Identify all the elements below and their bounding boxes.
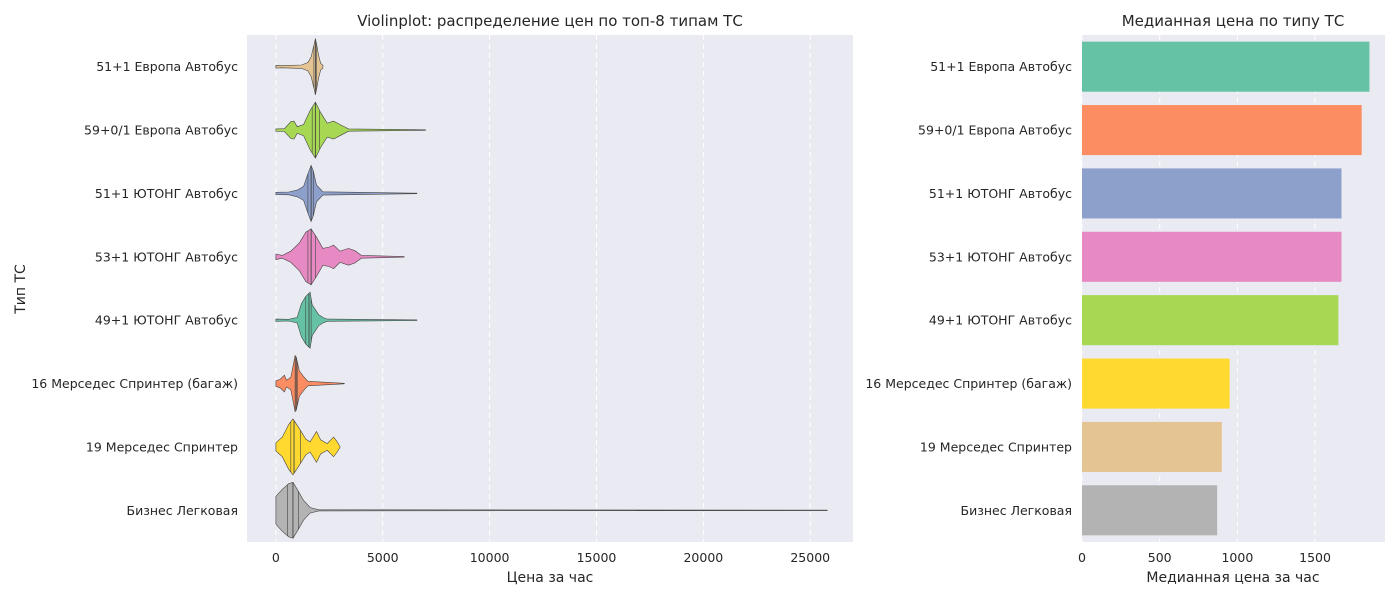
violin-axes-background [247, 35, 853, 542]
bar-category-label: 19 Мерседес Спринтер [920, 439, 1072, 454]
violin-y-categories: 51+1 Европа Автобус 59+0/1 Европа Автобус… [31, 59, 238, 518]
violin-x-ticks: 0 5000 10000 15000 20000 25000 [272, 550, 830, 565]
bar-category-label: 59+0/1 Европа Автобус [918, 123, 1072, 138]
violin-category-label: 51+1 Европа Автобус [96, 59, 238, 74]
violin-panel: 0 5000 10000 15000 20000 25000 51+1 Европа Ав… [13, 12, 853, 586]
violin-group [275, 418, 341, 476]
violin-title: Violinplot: распределение цен по топ-8 т… [357, 12, 743, 30]
bar [1082, 421, 1222, 472]
violin-group [275, 101, 426, 159]
violin-body [275, 354, 345, 413]
bar-x-tick-label: 1500 [1299, 550, 1331, 565]
violin-y-label: Тип ТС [13, 264, 29, 315]
violin-x-tick-label: 5000 [367, 550, 399, 565]
bar-category-label: 51+1 Европа Автобус [930, 59, 1072, 74]
violin-category-label: 19 Мерседес Спринтер [86, 439, 238, 454]
bar [1082, 295, 1339, 346]
bar-x-tick-label: 500 [1148, 550, 1172, 565]
bar-category-label: Бизнес Легковая [961, 503, 1072, 518]
bar-category-label: 49+1 ЮТОНГ Автобус [929, 313, 1072, 328]
bar [1082, 485, 1218, 536]
violin-group [275, 481, 828, 539]
bar-category-label: 53+1 ЮТОНГ Автобус [929, 249, 1072, 264]
violin-group [275, 291, 418, 349]
violin-gridlines [275, 35, 811, 542]
violin-x-tick-label: 15000 [577, 550, 617, 565]
violin-x-tick-label: 20000 [683, 550, 723, 565]
violin-category-label: 49+1 ЮТОНГ Автобус [95, 313, 238, 328]
bar-category-label: 51+1 ЮТОНГ Автобус [929, 186, 1072, 201]
bar-title: Медианная цена по типу ТС [1122, 12, 1345, 30]
violin-category-label: 16 Мерседес Спринтер (багаж) [31, 376, 238, 391]
violin-category-label: 51+1 ЮТОНГ Автобус [95, 186, 238, 201]
violin-x-tick-label: 10000 [470, 550, 510, 565]
bar [1082, 358, 1230, 409]
bar-category-label: 16 Мерседес Спринтер (багаж) [865, 376, 1072, 391]
violin-body [275, 481, 828, 539]
violin-x-label: Цена за час [507, 570, 594, 586]
violin-group [275, 228, 405, 286]
bar [1082, 168, 1342, 219]
violin-body [275, 101, 426, 159]
violin-x-tick-label: 0 [272, 550, 280, 565]
violin-body [275, 38, 324, 95]
bar-x-label: Медианная цена за час [1146, 570, 1319, 586]
bar-rectangles [1082, 41, 1370, 536]
violin-category-label: 59+0/1 Европа Автобус [84, 123, 238, 138]
violin-body [275, 418, 341, 476]
violin-group [275, 38, 324, 95]
violin-category-label: 53+1 ЮТОНГ Автобус [95, 249, 238, 264]
bar [1082, 41, 1370, 92]
violin-group [275, 354, 345, 413]
bar-panel: 0 500 1000 1500 51+1 Европа Автобус 59+0/1 Е… [865, 12, 1385, 586]
bar [1082, 231, 1342, 282]
bar-x-ticks: 0 500 1000 1500 [1078, 550, 1331, 565]
bar [1082, 105, 1362, 156]
violin-group [275, 164, 418, 223]
violin-shapes [275, 38, 828, 539]
bar-x-tick-label: 1000 [1221, 550, 1253, 565]
violin-x-tick-label: 25000 [790, 550, 830, 565]
violin-category-label: Бизнес Легковая [127, 503, 238, 518]
bar-x-tick-label: 0 [1078, 550, 1086, 565]
bar-y-categories: 51+1 Европа Автобус 59+0/1 Европа Автобус… [865, 59, 1072, 518]
